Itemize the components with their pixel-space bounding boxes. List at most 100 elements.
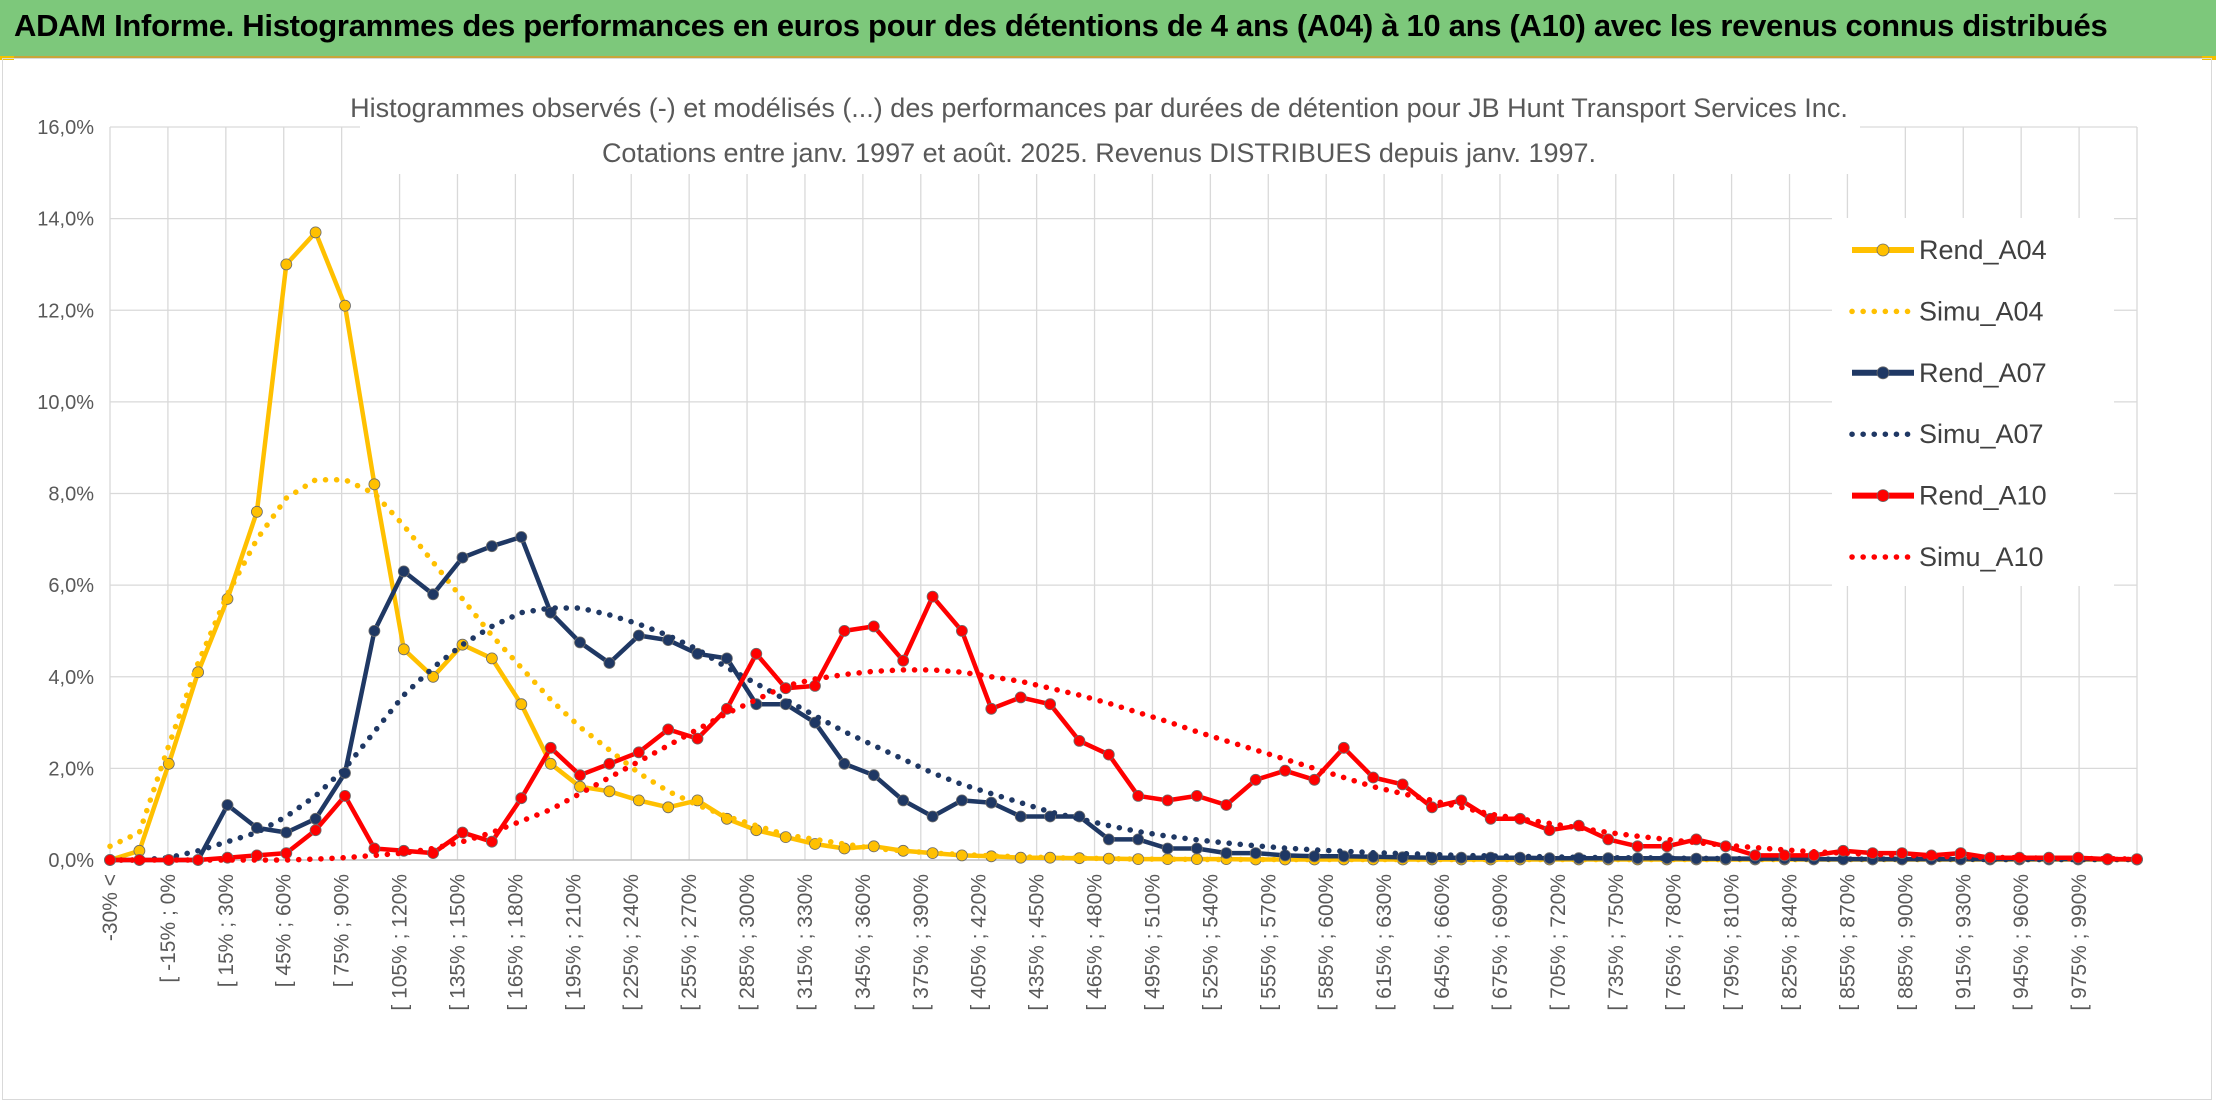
y-tick-label: 16,0% bbox=[37, 117, 94, 139]
data-point bbox=[339, 790, 351, 802]
series-line bbox=[107, 667, 2140, 863]
data-point bbox=[544, 757, 557, 770]
data-point bbox=[309, 824, 322, 837]
series-simu-a04 bbox=[107, 477, 2140, 863]
x-tick-label: [ 855% ; 870% bbox=[1836, 874, 1859, 1011]
x-tick-label: [ 435% ; 450% bbox=[1026, 874, 1049, 1011]
y-tick-label: 2,0% bbox=[48, 758, 94, 780]
report-title: ADAM Informe. Histogrammes des performan… bbox=[14, 8, 2108, 43]
legend-label: Simu_A07 bbox=[1919, 419, 2044, 449]
data-point bbox=[603, 785, 616, 798]
data-point bbox=[574, 636, 586, 649]
data-point bbox=[632, 794, 645, 807]
data-point bbox=[1132, 833, 1145, 846]
data-point bbox=[1749, 849, 1761, 862]
x-tick-label: [ 255% ; 270% bbox=[678, 874, 701, 1011]
x-tick-label: [ 885% ; 900% bbox=[1894, 874, 1917, 1011]
data-point bbox=[1044, 698, 1056, 711]
x-tick-label: [ 945% ; 960% bbox=[2010, 874, 2033, 1011]
title-background bbox=[360, 86, 1860, 174]
data-point bbox=[485, 835, 498, 848]
series-rend-a10 bbox=[104, 590, 2143, 866]
legend: Rend_A04 Simu_A04 Rend_A07 Simu_A07 Rend_A10… bbox=[1832, 218, 2114, 586]
data-point bbox=[280, 847, 293, 859]
legend-label: Simu_A04 bbox=[1919, 296, 2044, 326]
x-tick-label: [ 465% ; 480% bbox=[1084, 874, 1107, 1011]
data-point bbox=[926, 590, 939, 603]
data-point bbox=[250, 505, 263, 518]
data-point bbox=[1191, 790, 1203, 802]
x-tick-label: [ 225% ; 240% bbox=[620, 874, 643, 1011]
data-point bbox=[691, 732, 704, 745]
header-banner: ADAM Informe. Histogrammes des performan… bbox=[0, 0, 2216, 58]
legend-item: Simu_A04 bbox=[1849, 296, 2044, 326]
legend-marker bbox=[1876, 489, 1890, 503]
legend-item: Simu_A07 bbox=[1849, 419, 2044, 449]
data-point bbox=[427, 670, 440, 683]
series-line bbox=[110, 594, 2137, 863]
data-point bbox=[1014, 691, 1027, 704]
data-point bbox=[867, 769, 880, 782]
data-point bbox=[985, 796, 998, 809]
legend-background bbox=[1832, 218, 2114, 586]
x-tick-label: [ 795% ; 810% bbox=[1721, 874, 1744, 1011]
data-point bbox=[1220, 847, 1233, 859]
data-point bbox=[368, 842, 381, 855]
legend-label: Rend_A10 bbox=[1919, 481, 2047, 511]
legend-label: Rend_A07 bbox=[1919, 358, 2047, 388]
data-point bbox=[368, 478, 381, 491]
data-point bbox=[1308, 850, 1321, 863]
data-point bbox=[838, 757, 851, 770]
y-tick-label: 4,0% bbox=[48, 667, 94, 689]
data-point bbox=[1132, 790, 1145, 802]
data-point bbox=[897, 654, 910, 667]
data-point bbox=[397, 565, 410, 578]
y-tick-label: 12,0% bbox=[37, 300, 94, 322]
data-point bbox=[1279, 849, 1291, 862]
data-point bbox=[956, 625, 968, 637]
data-point bbox=[309, 812, 322, 825]
data-point bbox=[1631, 840, 1644, 853]
data-point bbox=[574, 780, 586, 793]
x-tick-label: [ 915% ; 930% bbox=[1952, 874, 1975, 1011]
x-tick-label: [ 615% ; 630% bbox=[1373, 874, 1396, 1011]
plot-area bbox=[104, 226, 2143, 866]
data-point bbox=[544, 741, 557, 754]
data-point bbox=[515, 531, 528, 543]
data-point bbox=[1161, 794, 1174, 807]
data-point bbox=[368, 625, 381, 637]
x-tick-label: [ 105% ; 120% bbox=[389, 874, 412, 1011]
data-point bbox=[427, 588, 440, 601]
x-tick-label: [ 75% ; 90% bbox=[331, 874, 354, 987]
x-tick-label: [ 285% ; 300% bbox=[736, 874, 759, 1011]
data-point bbox=[750, 647, 763, 660]
data-point bbox=[456, 551, 469, 564]
data-point bbox=[1249, 773, 1262, 786]
x-tick-label: [ 765% ; 780% bbox=[1663, 874, 1686, 1011]
data-point bbox=[1191, 842, 1203, 855]
x-tick-label: [ 645% ; 660% bbox=[1431, 874, 1454, 1011]
data-point bbox=[309, 226, 322, 239]
legend-label: Simu_A10 bbox=[1919, 542, 2044, 572]
series-line bbox=[107, 477, 2140, 863]
series-line bbox=[110, 534, 2138, 863]
chart-frame bbox=[2, 58, 2212, 1100]
data-point bbox=[515, 698, 528, 711]
data-point bbox=[456, 826, 469, 839]
data-point bbox=[838, 625, 851, 637]
data-point bbox=[485, 540, 498, 553]
x-tick-label: [ 405% ; 420% bbox=[968, 874, 991, 1011]
series-rend-a07 bbox=[104, 531, 2143, 866]
data-point bbox=[1602, 833, 1615, 846]
data-point bbox=[1161, 842, 1174, 855]
data-point bbox=[721, 652, 733, 665]
data-point bbox=[809, 680, 821, 692]
y-tick-label: 8,0% bbox=[48, 484, 94, 506]
x-tick-label: [ 135% ; 150% bbox=[446, 874, 469, 1011]
legend-marker bbox=[1876, 366, 1890, 380]
data-point bbox=[397, 643, 410, 656]
x-tick-label: [ 675% ; 690% bbox=[1489, 874, 1512, 1011]
data-point bbox=[574, 769, 586, 782]
data-point bbox=[280, 826, 293, 839]
data-point bbox=[985, 702, 998, 715]
